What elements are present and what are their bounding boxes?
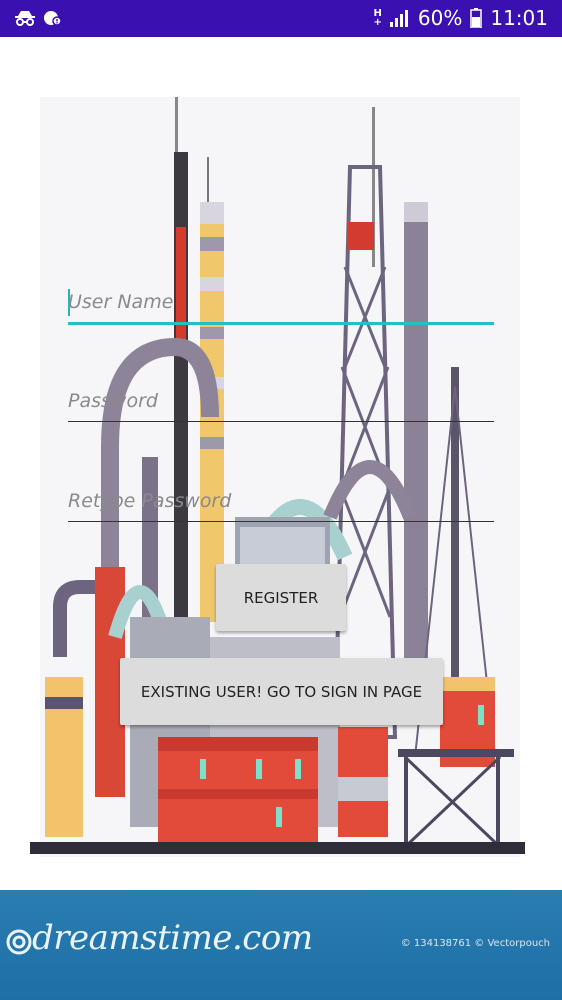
password-input[interactable]: [68, 381, 494, 422]
retype-password-input[interactable]: [68, 481, 494, 522]
incognito-icon: [15, 11, 35, 26]
dreamstime-logo-icon: [6, 929, 32, 955]
network-type-label: H: [373, 8, 382, 19]
watermark-logo-text: dreamstime.com: [32, 918, 313, 958]
watermark-bar: dreamstime.com © 134138761 © Vectorpouch: [0, 890, 562, 1000]
status-right: H + 60% 11:01: [374, 6, 548, 30]
status-bar: H + 60% 11:01: [0, 0, 562, 37]
username-input[interactable]: [68, 282, 494, 325]
register-button[interactable]: REGISTER: [216, 564, 346, 631]
notification-icon: [44, 11, 62, 26]
battery-percent: 60%: [417, 6, 463, 30]
network-type-sub: +: [373, 17, 382, 28]
network-type: H +: [373, 8, 382, 28]
text-cursor: [68, 289, 70, 316]
go-to-sign-in-button[interactable]: EXISTING USER! GO TO SIGN IN PAGE: [120, 658, 443, 725]
clock: 11:01: [490, 6, 548, 30]
factory-illustration: [0, 37, 562, 890]
battery-icon: [470, 8, 483, 28]
status-left: [14, 8, 62, 28]
watermark-credit: © 134138761 © Vectorpouch: [400, 938, 550, 949]
signal-icon: [389, 10, 408, 27]
